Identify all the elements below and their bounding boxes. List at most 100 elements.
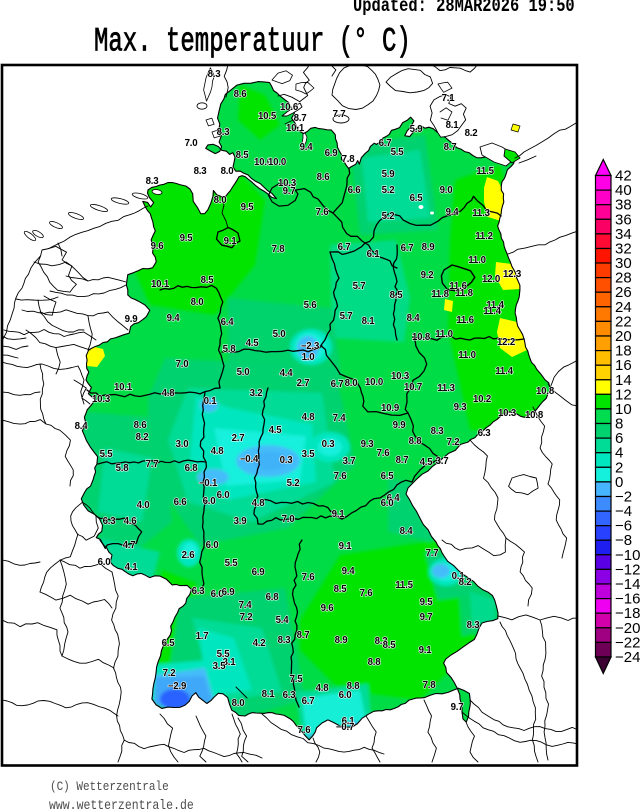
svg-text:11.6: 11.6 [449,281,467,292]
svg-text:10.0: 10.0 [365,377,383,388]
svg-text:6.9: 6.9 [252,567,266,578]
svg-text:12.2: 12.2 [497,337,515,348]
svg-text:7.0: 7.0 [185,138,198,149]
svg-text:10.1: 10.1 [286,123,305,134]
svg-text:4.8: 4.8 [302,412,316,423]
svg-text:3.7: 3.7 [436,456,449,467]
svg-text:6.8: 6.8 [266,592,280,603]
svg-text:4: 4 [615,445,623,462]
svg-text:6.9: 6.9 [222,587,236,598]
svg-text:8.5: 8.5 [334,584,348,595]
svg-text:4.8: 4.8 [252,498,266,509]
svg-text:28: 28 [615,270,632,287]
svg-text:40: 40 [615,182,632,199]
svg-text:5.6: 5.6 [304,300,318,311]
svg-text:−24: −24 [615,649,640,666]
svg-text:16: 16 [615,357,632,374]
svg-text:11.3: 11.3 [472,208,490,219]
svg-text:8.9: 8.9 [335,635,349,646]
svg-text:1.7: 1.7 [196,631,209,642]
svg-text:10.3: 10.3 [92,394,111,405]
svg-text:11.4: 11.4 [486,300,504,311]
svg-text:6.7: 6.7 [379,138,392,149]
svg-text:9.1: 9.1 [339,541,353,552]
svg-text:10.3: 10.3 [498,408,517,419]
svg-text:6.7: 6.7 [401,243,414,254]
svg-text:9.4: 9.4 [167,313,181,324]
svg-text:3.5: 3.5 [302,449,316,460]
svg-text:18: 18 [615,343,632,360]
svg-text:10.0: 10.0 [254,157,272,168]
svg-text:9.9: 9.9 [125,314,139,325]
svg-text:42: 42 [615,168,632,185]
svg-text:0.1: 0.1 [452,571,466,582]
svg-text:8.2: 8.2 [459,577,472,588]
svg-text:Updated: 28MAR2026 19:50: Updated: 28MAR2026 19:50 [353,0,575,18]
svg-text:6.7: 6.7 [331,379,344,390]
svg-text:4.6: 4.6 [124,516,138,527]
svg-text:5.5: 5.5 [100,449,114,460]
svg-text:8.4: 8.4 [400,526,414,537]
svg-text:5.5: 5.5 [225,558,239,569]
svg-text:8.8: 8.8 [409,436,423,447]
svg-text:10.3: 10.3 [278,178,297,189]
svg-text:6: 6 [615,430,623,447]
svg-text:8.5: 8.5 [201,275,215,286]
svg-text:5.7: 5.7 [340,311,353,322]
svg-text:5.2: 5.2 [382,211,395,222]
svg-text:0.1: 0.1 [204,396,218,407]
svg-text:11.4: 11.4 [495,366,513,377]
svg-text:5.4: 5.4 [276,615,290,626]
svg-text:0: 0 [615,474,623,491]
svg-text:10.2: 10.2 [473,394,491,405]
svg-text:9.3: 9.3 [454,402,468,413]
svg-text:4.0: 4.0 [137,500,150,511]
svg-text:5.8: 5.8 [116,463,130,474]
svg-text:6.5: 6.5 [162,638,176,649]
svg-text:9.7: 9.7 [451,702,464,713]
svg-text:8.2: 8.2 [465,128,478,139]
svg-text:9.5: 9.5 [420,597,434,608]
svg-text:8.9: 8.9 [422,242,436,253]
svg-text:8.4: 8.4 [75,421,89,432]
svg-text:34: 34 [615,226,632,243]
svg-text:−0.1: −0.1 [199,478,218,489]
svg-text:−2.3: −2.3 [301,341,320,352]
svg-text:0.3: 0.3 [280,455,294,466]
svg-text:6.0: 6.0 [98,557,111,568]
svg-text:8.7: 8.7 [396,455,409,466]
svg-text:8: 8 [615,416,623,433]
svg-text:−0.4: −0.4 [240,454,259,465]
svg-text:7.7: 7.7 [333,109,346,120]
svg-text:11.5: 11.5 [476,166,494,177]
svg-text:8.2: 8.2 [136,432,149,443]
svg-text:8.8: 8.8 [368,657,382,668]
svg-text:12.3: 12.3 [503,269,522,280]
svg-text:7.6: 7.6 [360,588,374,599]
svg-text:8.0: 8.0 [221,166,234,177]
svg-text:7.7: 7.7 [426,548,439,559]
svg-text:6.4: 6.4 [387,493,401,504]
svg-text:22: 22 [615,313,632,330]
svg-text:8.3: 8.3 [217,127,231,138]
svg-text:6.0: 6.0 [381,498,394,509]
svg-text:5.5: 5.5 [391,147,405,158]
svg-text:6.7: 6.7 [302,696,315,707]
svg-text:8.6: 8.6 [134,420,148,431]
svg-text:6.5: 6.5 [410,193,424,204]
svg-text:8.5: 8.5 [236,150,250,161]
svg-text:4.5: 4.5 [246,338,260,349]
svg-text:10.1: 10.1 [151,279,170,290]
svg-text:7.4: 7.4 [333,413,347,424]
svg-text:9.0: 9.0 [440,185,453,196]
svg-text:7.6: 7.6 [298,725,312,736]
svg-text:3.0: 3.0 [176,439,189,450]
svg-text:10.1: 10.1 [114,382,133,393]
svg-text:10: 10 [615,401,632,418]
svg-text:7.8: 7.8 [272,244,286,255]
svg-text:8.3: 8.3 [194,166,208,177]
svg-text:6.7: 6.7 [338,242,351,253]
svg-text:6.0: 6.0 [339,690,352,701]
svg-text:−6: −6 [615,518,632,535]
svg-text:2.6: 2.6 [182,550,196,561]
